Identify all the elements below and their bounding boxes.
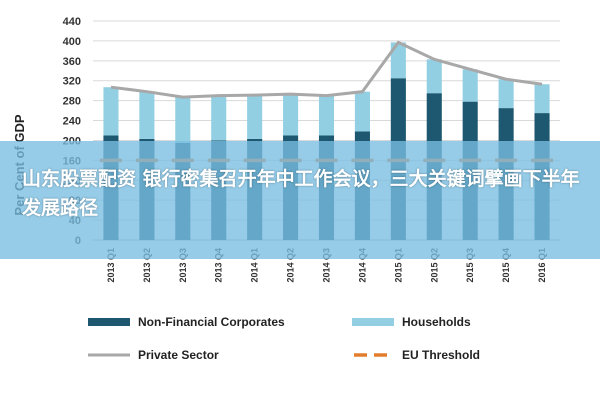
bar-households [175,97,191,143]
x-axis-ticks: 2013 Q1 2013 Q2 2013 Q3 2013 Q4 2014 Q1 2014 … [106,248,547,283]
bar-households [103,87,119,136]
x-tick-label: 2015 Q4 [501,248,511,283]
legend-item: EU Threshold [354,348,480,362]
bar-households [318,95,335,136]
legend-label: Private Sector [138,348,219,362]
y-tick-label: 240 [63,116,81,128]
legend-item: Private Sector [88,348,219,362]
legend-swatch [352,318,394,326]
y-tick-label: 440 [63,16,81,28]
y-tick-label: 280 [63,96,81,108]
bar-households [498,79,514,109]
y-tick-label: 320 [63,76,81,88]
x-tick-label: 2014 Q4 [357,248,367,283]
bar-households [534,84,550,114]
bar-households [354,91,370,132]
bar-households [283,94,299,136]
legend-swatch [88,318,130,326]
banner-text: 山东股票配资 银行密集召开年中工作会议，三大关键词擘画下半年发展路径 [22,168,580,219]
x-tick-label: 2013 Q1 [106,248,116,283]
x-tick-label: 2015 Q1 [393,248,403,283]
overlay-banner [0,141,600,259]
legend-item: Households [352,315,471,329]
x-tick-label: 2013 Q4 [214,248,224,283]
x-tick-label: 2015 Q2 [429,248,439,283]
x-tick-label: 2016 Q1 [537,248,547,283]
y-tick-label: 360 [63,56,81,68]
bar-households [247,95,263,139]
y-tick-label: 400 [63,36,81,48]
legend-label: EU Threshold [402,348,480,362]
bar-households [462,69,478,102]
bar-households [426,59,442,94]
legend: Non-Financial Corporates Households Privat… [88,315,480,362]
x-tick-label: 2014 Q3 [322,248,332,283]
bar-households [390,42,406,79]
legend-item: Non-Financial Corporates [88,315,285,329]
x-tick-label: 2014 Q2 [286,248,296,283]
legend-label: Households [402,315,471,329]
x-tick-label: 2014 Q1 [250,248,260,283]
bar-households [139,91,155,139]
legend-label: Non-Financial Corporates [138,315,285,329]
x-tick-label: 2013 Q2 [142,248,152,283]
x-tick-label: 2015 Q3 [465,248,475,283]
bar-households [211,95,227,141]
private-sector-line [110,40,543,99]
x-tick-label: 2013 Q3 [178,248,188,283]
